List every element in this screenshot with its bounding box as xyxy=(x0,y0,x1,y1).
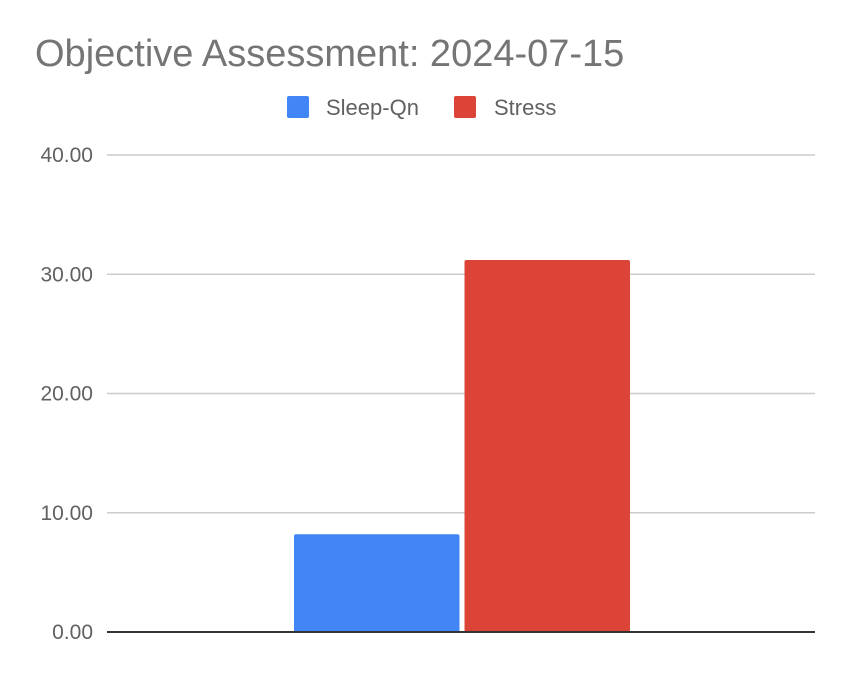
y-tick-label: 10.00 xyxy=(40,502,93,525)
bar-sleep-qn xyxy=(294,534,460,632)
legend-label-stress: Stress xyxy=(494,95,556,120)
bars xyxy=(294,259,630,632)
chart-title: Objective Assessment: 2024-07-15 xyxy=(35,33,624,75)
y-tick-label: 40.00 xyxy=(40,144,93,167)
y-tick-label: 0.00 xyxy=(52,621,93,644)
bar-stress xyxy=(464,259,630,632)
gridlines xyxy=(107,154,815,514)
y-tick-label: 20.00 xyxy=(40,383,93,406)
legend-swatch-stress xyxy=(454,96,476,118)
legend-swatch-sleep-qn xyxy=(287,96,309,118)
legend: Sleep-Qn Stress xyxy=(287,95,556,120)
y-axis-ticks: 0.00 10.00 20.00 30.00 40.00 xyxy=(40,144,93,644)
legend-label-sleep-qn: Sleep-Qn xyxy=(326,95,419,120)
y-tick-label: 30.00 xyxy=(40,263,93,286)
